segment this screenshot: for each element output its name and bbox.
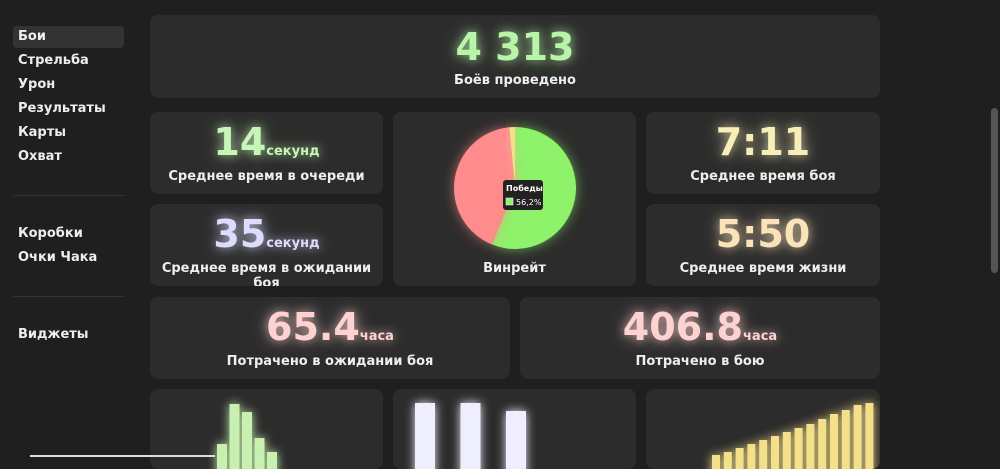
stat-value: 7:11: [646, 120, 880, 164]
pie-slice: [509, 127, 515, 188]
scrollbar: [991, 108, 998, 273]
nav-item[interactable]: Очки Чака: [18, 250, 98, 265]
stat-value: 406.8часа: [520, 305, 880, 349]
tooltip-swatch: [505, 197, 514, 206]
nav-item[interactable]: Урон: [18, 77, 56, 92]
stat-label: Потрачено в бою: [635, 354, 765, 369]
tooltip-title: Победы: [506, 183, 543, 193]
nav-item[interactable]: Результаты: [18, 101, 106, 116]
pie-label: Винрейт: [483, 261, 546, 276]
scroll-line: [30, 455, 215, 457]
nav-item[interactable]: Стрельба: [18, 53, 89, 68]
nav-item[interactable]: Карты: [18, 125, 66, 140]
pie-chart: Победы 56,2%: [454, 127, 576, 249]
page: Бои Стрельба Урон Результаты Карты Охват Короб…: [13, 15, 998, 469]
nav-item[interactable]: Виджеты: [18, 327, 89, 342]
stat-value: 5:50: [646, 212, 880, 256]
bar: [794, 428, 803, 469]
bar: [267, 452, 277, 469]
card: 35секунд Среднее время в ожидании боя: [150, 204, 383, 286]
mini-bar-chart: [415, 403, 526, 469]
value-text: 65.4: [266, 305, 360, 349]
value-text: 7:11: [715, 120, 811, 164]
stat-value: 14секунд: [150, 120, 383, 164]
bar: [506, 411, 526, 469]
stat-label: Среднее время боя: [690, 169, 836, 184]
card: 7:11 Среднее время боя: [646, 112, 880, 194]
stat-label: Боёв проведено: [454, 73, 576, 88]
bar: [841, 410, 850, 469]
pie-slice: [454, 127, 515, 245]
bar: [723, 452, 732, 469]
bar: [865, 403, 874, 469]
card: Победы 56,2% Винрейт: [393, 112, 636, 286]
bar: [806, 424, 815, 469]
bar: [818, 419, 827, 469]
bar: [830, 414, 838, 469]
card: 14секунд Среднее время в очереди: [150, 112, 383, 194]
bar: [229, 404, 240, 469]
mini-bar-chart: [217, 404, 277, 469]
bar: [254, 438, 265, 469]
card: [150, 389, 383, 469]
stat-label: Потрачено в ожидании боя: [226, 354, 434, 369]
stat-value: 4 313: [150, 25, 880, 69]
value-text: 4 313: [455, 25, 575, 69]
stat-label: Среднее время в очереди: [168, 169, 365, 184]
nav-item[interactable]: Охват: [18, 149, 62, 164]
bar: [242, 412, 252, 469]
mini-bar-chart: [712, 403, 874, 469]
divider: [13, 195, 124, 196]
value-text: 5:50: [715, 212, 811, 256]
nav-item[interactable]: Бои: [13, 26, 124, 48]
bar: [853, 405, 862, 469]
bar: [771, 436, 779, 469]
unit-text: секунд: [266, 144, 320, 159]
bar: [759, 440, 768, 469]
card: [646, 389, 880, 469]
bar: [735, 448, 744, 469]
bar: [712, 455, 720, 469]
stat-label: Среднее время в ожидании боя: [161, 261, 372, 286]
card: 406.8часа Потрачено в бою: [520, 297, 880, 379]
tooltip-value: 56,2%: [516, 198, 542, 207]
bar: [782, 432, 791, 469]
nav-item[interactable]: Коробки: [18, 226, 83, 241]
value-text: 14: [213, 120, 267, 164]
card: 4 313 Боёв проведено: [150, 15, 880, 98]
stat-value: 65.4часа: [150, 305, 510, 349]
stat-label: Среднее время жизни: [679, 261, 847, 276]
value-text: 406.8: [622, 305, 743, 349]
value-text: 35: [213, 212, 267, 256]
card: [393, 389, 636, 469]
card: 65.4часа Потрачено в ожидании боя: [150, 297, 510, 379]
card: 5:50 Среднее время жизни: [646, 204, 880, 286]
bar: [460, 403, 481, 469]
unit-text: секунд: [266, 236, 320, 251]
unit-text: часа: [743, 329, 778, 344]
stat-value: 35секунд: [150, 212, 383, 256]
divider: [13, 296, 124, 297]
unit-text: часа: [359, 329, 394, 344]
bar: [415, 403, 435, 469]
